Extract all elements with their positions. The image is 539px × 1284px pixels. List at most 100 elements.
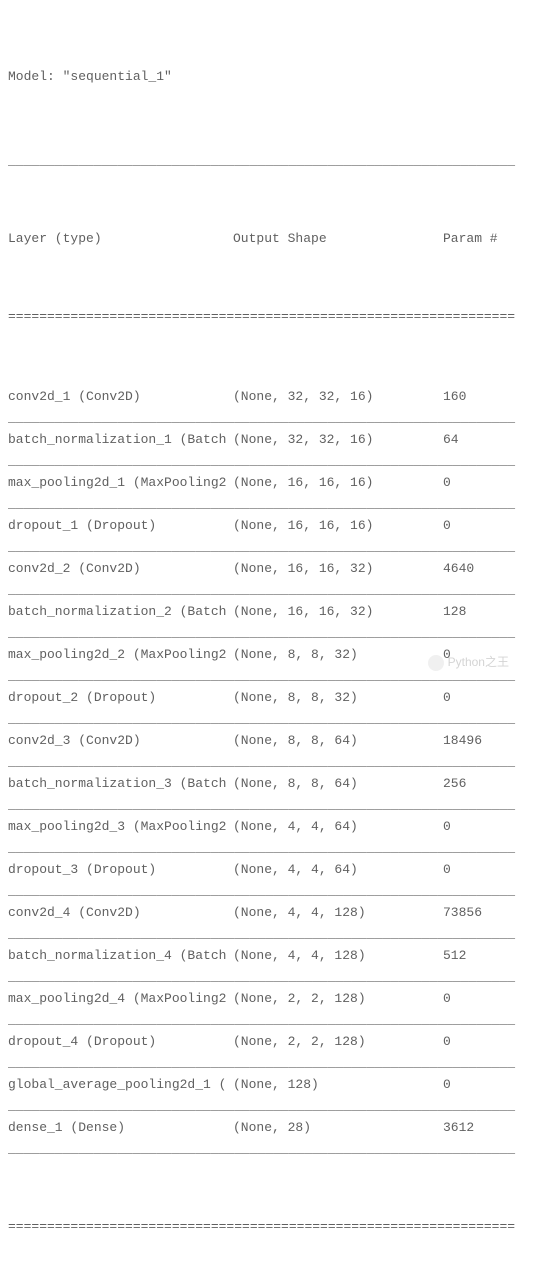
layer-shape-cell: (None, 8, 8, 64): [233, 774, 443, 794]
layer-row: batch_normalization_1 (Batch(None, 32, 3…: [8, 428, 531, 452]
header-row: Layer (type) Output Shape Param #: [8, 229, 531, 249]
layer-param-cell: 0: [443, 473, 531, 493]
layer-param-cell: 73856: [443, 903, 531, 923]
equals-separator: ========================================…: [8, 307, 531, 327]
layer-param-cell: 0: [443, 860, 531, 880]
layer-shape-cell: (None, 8, 8, 32): [233, 645, 443, 665]
layer-name-cell: conv2d_3 (Conv2D): [8, 731, 233, 751]
layer-row: dropout_2 (Dropout)(None, 8, 8, 32)0: [8, 686, 531, 710]
header-output-shape: Output Shape: [233, 229, 443, 249]
layer-shape-cell: (None, 16, 16, 32): [233, 602, 443, 622]
layer-row: batch_normalization_4 (Batch(None, 4, 4,…: [8, 944, 531, 968]
row-underline: ________________________________________…: [8, 408, 531, 428]
layer-param-cell: 256: [443, 774, 531, 794]
layer-row: max_pooling2d_2 (MaxPooling2(None, 8, 8,…: [8, 643, 531, 667]
layer-row: batch_normalization_3 (Batch(None, 8, 8,…: [8, 772, 531, 796]
layer-row: dropout_4 (Dropout)(None, 2, 2, 128)0: [8, 1030, 531, 1054]
layer-param-cell: 0: [443, 688, 531, 708]
layer-name-cell: max_pooling2d_2 (MaxPooling2: [8, 645, 233, 665]
layer-shape-cell: (None, 32, 32, 16): [233, 430, 443, 450]
layer-row: conv2d_1 (Conv2D)(None, 32, 32, 16)160: [8, 385, 531, 409]
layer-param-cell: 0: [443, 516, 531, 536]
layer-row: dropout_3 (Dropout)(None, 4, 4, 64)0: [8, 858, 531, 882]
row-underline: ________________________________________…: [8, 752, 531, 772]
layer-name-cell: max_pooling2d_4 (MaxPooling2: [8, 989, 233, 1009]
layer-name-cell: dropout_2 (Dropout): [8, 688, 233, 708]
layer-param-cell: 64: [443, 430, 531, 450]
layer-shape-cell: (None, 8, 8, 32): [233, 688, 443, 708]
layer-shape-cell: (None, 16, 16, 32): [233, 559, 443, 579]
top-underline: ________________________________________…: [8, 151, 531, 171]
layer-param-cell: 0: [443, 989, 531, 1009]
layer-name-cell: conv2d_2 (Conv2D): [8, 559, 233, 579]
row-underline: ________________________________________…: [8, 924, 531, 944]
layer-shape-cell: (None, 4, 4, 128): [233, 946, 443, 966]
layer-shape-cell: (None, 4, 4, 128): [233, 903, 443, 923]
row-underline: ________________________________________…: [8, 881, 531, 901]
layer-shape-cell: (None, 128): [233, 1075, 443, 1095]
layer-name-cell: dropout_3 (Dropout): [8, 860, 233, 880]
layer-name-cell: dropout_1 (Dropout): [8, 516, 233, 536]
layer-row: conv2d_2 (Conv2D)(None, 16, 16, 32)4640: [8, 557, 531, 581]
layer-name-cell: dropout_4 (Dropout): [8, 1032, 233, 1052]
layer-name-cell: dense_1 (Dense): [8, 1118, 233, 1138]
layer-row: max_pooling2d_3 (MaxPooling2(None, 4, 4,…: [8, 815, 531, 839]
row-underline: ________________________________________…: [8, 1010, 531, 1030]
layer-name-cell: batch_normalization_2 (Batch: [8, 602, 233, 622]
layer-param-cell: 3612: [443, 1118, 531, 1138]
layer-row: max_pooling2d_4 (MaxPooling2(None, 2, 2,…: [8, 987, 531, 1011]
layer-name-cell: conv2d_4 (Conv2D): [8, 903, 233, 923]
layer-name-cell: global_average_pooling2d_1 (: [8, 1075, 233, 1095]
row-underline: ________________________________________…: [8, 967, 531, 987]
layer-shape-cell: (None, 16, 16, 16): [233, 473, 443, 493]
row-underline: ________________________________________…: [8, 494, 531, 514]
layer-row: conv2d_4 (Conv2D)(None, 4, 4, 128)73856: [8, 901, 531, 925]
row-underline: ________________________________________…: [8, 537, 531, 557]
model-name-line: Model: "sequential_1": [8, 67, 531, 87]
layer-row: batch_normalization_2 (Batch(None, 16, 1…: [8, 600, 531, 624]
row-underline: ________________________________________…: [8, 709, 531, 729]
layer-row: max_pooling2d_1 (MaxPooling2(None, 16, 1…: [8, 471, 531, 495]
equals-separator-bottom: ========================================…: [8, 1217, 531, 1237]
header-layer: Layer (type): [8, 229, 233, 249]
layer-row: dense_1 (Dense)(None, 28)3612: [8, 1116, 531, 1140]
row-underline: ________________________________________…: [8, 580, 531, 600]
layer-param-cell: 0: [443, 645, 531, 665]
layer-shape-cell: (None, 4, 4, 64): [233, 860, 443, 880]
row-underline: ________________________________________…: [8, 838, 531, 858]
model-summary: Model: "sequential_1" __________________…: [8, 8, 531, 1276]
layer-name-cell: batch_normalization_1 (Batch: [8, 430, 233, 450]
layer-shape-cell: (None, 16, 16, 16): [233, 516, 443, 536]
layer-shape-cell: (None, 8, 8, 64): [233, 731, 443, 751]
row-underline: ________________________________________…: [8, 451, 531, 471]
row-underline: ________________________________________…: [8, 666, 531, 686]
layer-param-cell: 18496: [443, 731, 531, 751]
layer-name-cell: max_pooling2d_3 (MaxPooling2: [8, 817, 233, 837]
layer-shape-cell: (None, 4, 4, 64): [233, 817, 443, 837]
layer-name-cell: batch_normalization_4 (Batch: [8, 946, 233, 966]
layer-shape-cell: (None, 28): [233, 1118, 443, 1138]
row-underline: ________________________________________…: [8, 623, 531, 643]
layer-row: dropout_1 (Dropout)(None, 16, 16, 16)0: [8, 514, 531, 538]
layer-shape-cell: (None, 2, 2, 128): [233, 1032, 443, 1052]
layer-row: conv2d_3 (Conv2D)(None, 8, 8, 64)18496: [8, 729, 531, 753]
layer-param-cell: 128: [443, 602, 531, 622]
layer-name-cell: batch_normalization_3 (Batch: [8, 774, 233, 794]
layer-param-cell: 0: [443, 1075, 531, 1095]
layer-shape-cell: (None, 2, 2, 128): [233, 989, 443, 1009]
layer-row: global_average_pooling2d_1 ((None, 128)0: [8, 1073, 531, 1097]
row-underline: ________________________________________…: [8, 795, 531, 815]
layer-param-cell: 512: [443, 946, 531, 966]
layer-name-cell: max_pooling2d_1 (MaxPooling2: [8, 473, 233, 493]
header-param: Param #: [443, 229, 531, 249]
row-underline: ________________________________________…: [8, 1053, 531, 1073]
layer-param-cell: 0: [443, 817, 531, 837]
layer-name-cell: conv2d_1 (Conv2D): [8, 387, 233, 407]
layer-param-cell: 160: [443, 387, 531, 407]
layer-rows: conv2d_1 (Conv2D)(None, 32, 32, 16)160__…: [8, 385, 531, 1159]
row-underline: ________________________________________…: [8, 1139, 531, 1159]
layer-shape-cell: (None, 32, 32, 16): [233, 387, 443, 407]
row-underline: ________________________________________…: [8, 1096, 531, 1116]
layer-param-cell: 0: [443, 1032, 531, 1052]
layer-param-cell: 4640: [443, 559, 531, 579]
